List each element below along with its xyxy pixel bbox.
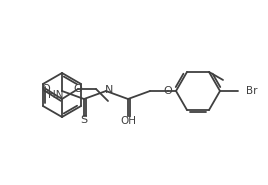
Text: Br: Br xyxy=(246,86,258,96)
Text: OH: OH xyxy=(120,116,136,126)
Text: N: N xyxy=(105,85,113,95)
Text: S: S xyxy=(80,115,88,125)
Text: O: O xyxy=(74,84,82,94)
Text: O: O xyxy=(42,84,50,94)
Text: HN: HN xyxy=(48,90,64,100)
Text: O: O xyxy=(164,86,172,96)
